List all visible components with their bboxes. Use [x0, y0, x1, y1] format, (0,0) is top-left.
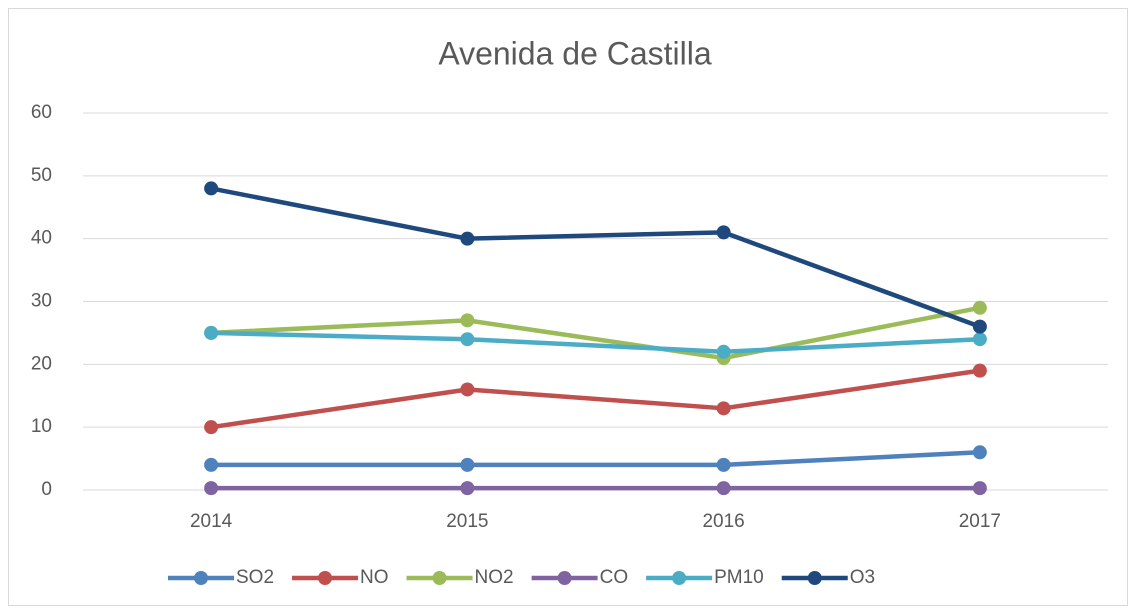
chart-frame: [8, 8, 1128, 606]
legend-marker: [318, 571, 333, 585]
series-line: [210, 368, 981, 430]
legend-item: NO: [292, 567, 389, 588]
legend-label: CO: [600, 567, 629, 588]
y-tick-label: 40: [31, 228, 52, 249]
data-point: [460, 313, 475, 328]
data-point: [204, 181, 219, 196]
data-point: [460, 332, 475, 347]
x-tick-label: 2017: [959, 511, 1001, 532]
data-point: [972, 332, 987, 347]
y-tick-label: 50: [31, 165, 52, 186]
y-tick-label: 0: [41, 479, 52, 500]
data-point: [972, 445, 987, 460]
legend-label: PM10: [714, 567, 764, 588]
legend-marker: [672, 571, 687, 585]
data-point: [460, 457, 475, 472]
legend-item: O3: [781, 567, 875, 588]
x-tick-label: 2014: [190, 511, 233, 532]
data-point: [204, 420, 219, 435]
data-point: [972, 319, 987, 334]
x-tick-label: 2015: [446, 511, 488, 532]
legend-item: SO2: [168, 567, 274, 588]
data-point: [716, 401, 731, 416]
legend-item: NO2: [406, 567, 514, 588]
legend-item: PM10: [646, 567, 764, 588]
legend-marker: [194, 571, 208, 585]
data-point: [972, 363, 987, 378]
series-line: [210, 186, 981, 329]
data-point: [460, 231, 475, 246]
series-line: [211, 330, 980, 355]
data-point: [716, 457, 731, 472]
y-tick-label: 10: [31, 416, 52, 437]
series-line: [211, 305, 981, 361]
x-tick-label: 2016: [702, 511, 744, 532]
data-point: [204, 325, 219, 340]
legend-label: O3: [850, 567, 875, 588]
data-point: [972, 300, 987, 315]
legend-item: CO: [531, 567, 629, 588]
data-point: [716, 481, 731, 496]
legend-marker: [807, 571, 822, 585]
data-point: [716, 344, 731, 359]
legend-label: NO: [360, 567, 389, 588]
y-tick-label: 30: [31, 291, 52, 312]
y-tick-label: 60: [31, 102, 52, 123]
data-point: [460, 481, 475, 496]
legend-label: SO2: [236, 567, 274, 588]
legend-marker: [557, 571, 572, 585]
data-point: [204, 457, 219, 472]
data-point: [716, 225, 731, 240]
data-point: [460, 382, 475, 397]
legend-label: NO2: [475, 567, 514, 588]
y-tick-label: 20: [31, 353, 52, 374]
legend-marker: [432, 571, 447, 585]
chart-title: Avenida de Castilla: [438, 35, 712, 71]
series-line: [211, 450, 980, 468]
data-point: [972, 481, 987, 496]
data-point: [204, 481, 219, 496]
